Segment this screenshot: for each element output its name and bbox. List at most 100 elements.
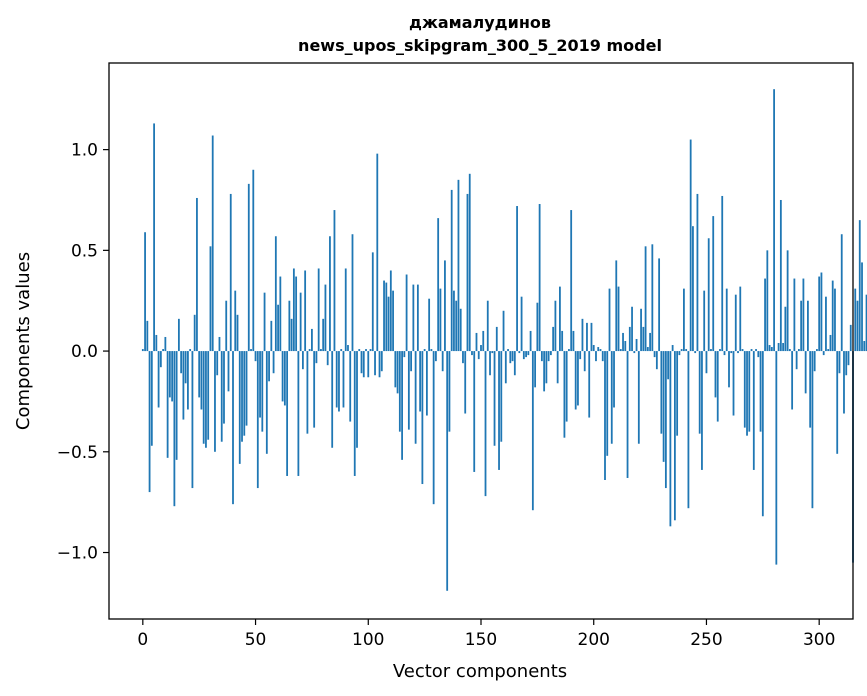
bar: [531, 351, 534, 511]
bar: [849, 324, 852, 352]
bar: [865, 294, 867, 352]
bar: [365, 349, 367, 352]
bar: [669, 351, 672, 527]
bar: [766, 250, 769, 352]
bar: [568, 349, 570, 352]
bar: [146, 320, 149, 352]
bar: [232, 351, 234, 505]
bar: [538, 204, 541, 352]
bar: [187, 351, 189, 410]
bar: [692, 226, 694, 352]
bar: [200, 351, 203, 410]
bar: [802, 278, 805, 352]
bar: [333, 210, 336, 352]
y-tick-label: 1.0: [71, 141, 98, 161]
bar: [752, 351, 755, 470]
bar: [450, 189, 453, 352]
bar: [655, 351, 658, 370]
bar: [421, 351, 424, 485]
bar: [610, 351, 613, 444]
bar: [462, 351, 464, 364]
bar: [338, 351, 340, 412]
bar: [624, 341, 627, 352]
bar: [207, 351, 210, 440]
bar: [225, 300, 228, 352]
bar: [570, 210, 573, 352]
bar: [678, 351, 681, 356]
bar: [412, 284, 415, 352]
bar: [588, 351, 591, 418]
bar: [845, 351, 848, 376]
bar: [653, 351, 656, 358]
x-axis-label: Vector components: [393, 661, 567, 682]
bar: [362, 351, 365, 378]
bar: [416, 284, 419, 352]
bar: [335, 351, 338, 408]
bar: [676, 351, 679, 436]
y-tick-label: −0.5: [57, 443, 98, 463]
bar: [606, 351, 609, 456]
bar: [279, 276, 282, 352]
bar: [162, 349, 165, 352]
bar: [256, 351, 259, 489]
bar: [223, 351, 225, 424]
bar: [755, 349, 757, 352]
bar: [768, 345, 771, 352]
bar: [777, 343, 780, 352]
y-axis-ticks: −1.0 −0.5 0.0 0.5 1.0: [57, 141, 109, 564]
x-tick-label: 250: [690, 630, 722, 650]
bar: [464, 351, 467, 414]
bar: [250, 349, 252, 352]
bar: [590, 322, 593, 352]
bar: [549, 351, 552, 356]
bar: [347, 345, 349, 352]
bar: [238, 351, 241, 464]
bar: [471, 351, 473, 356]
bar: [556, 351, 559, 384]
chart-title-line-2: news_upos_skipgram_300_5_2019 model: [298, 36, 662, 55]
bar: [635, 338, 638, 352]
bar: [662, 351, 665, 462]
bar: [540, 351, 543, 362]
bar: [489, 351, 491, 376]
bar: [502, 310, 505, 352]
bar: [331, 351, 334, 448]
bar: [604, 351, 606, 480]
bar: [705, 351, 708, 374]
bar: [719, 349, 721, 352]
bar: [410, 351, 413, 372]
bar: [455, 300, 458, 352]
bar: [371, 252, 374, 352]
bar: [664, 351, 667, 489]
bar: [281, 351, 284, 402]
bar: [522, 351, 525, 360]
bar: [631, 306, 633, 352]
bar: [809, 351, 812, 428]
bar: [376, 153, 379, 352]
bar: [807, 300, 809, 352]
bar: [586, 322, 588, 352]
bar: [378, 351, 381, 378]
bar: [374, 351, 376, 376]
bar: [369, 349, 372, 352]
bar: [459, 308, 462, 352]
bar: [687, 351, 690, 509]
bar: [554, 300, 557, 352]
bar-series: [141, 89, 867, 591]
bar: [716, 351, 719, 422]
bar: [770, 347, 773, 352]
bar: [414, 351, 417, 444]
bar: [574, 351, 577, 410]
bar: [775, 351, 778, 565]
bar: [608, 288, 611, 352]
bar: [565, 351, 568, 422]
bar: [342, 351, 345, 408]
bar: [189, 349, 192, 352]
bar: [651, 244, 654, 352]
bar: [601, 351, 604, 362]
bar: [198, 351, 201, 398]
bar: [782, 343, 785, 352]
bar: [547, 351, 550, 362]
bar: [171, 351, 174, 402]
bar: [297, 351, 300, 476]
